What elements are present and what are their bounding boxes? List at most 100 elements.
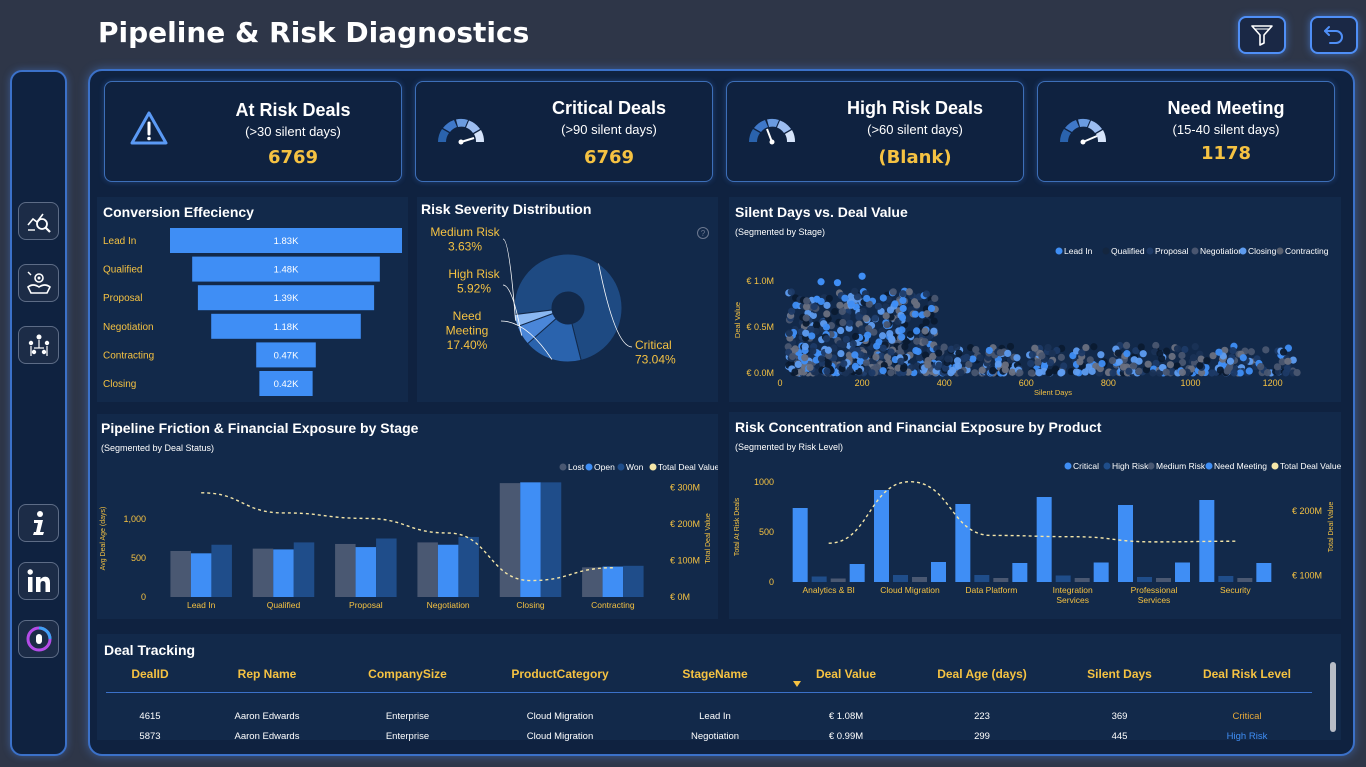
nav-info-button[interactable] — [18, 504, 59, 542]
svg-text:?: ? — [701, 229, 706, 238]
scatter-point — [976, 354, 984, 362]
scatter-point — [1289, 356, 1297, 364]
funnel-chart[interactable]: Lead In 1.83K Qualified 1.48K Proposal 1.39K N… — [97, 197, 408, 402]
column-header[interactable]: ProductCategory — [511, 667, 609, 681]
scatter-point — [1196, 362, 1204, 370]
nav-team-button[interactable] — [18, 326, 59, 364]
scatter-point — [1088, 367, 1096, 375]
nav-analysis-button[interactable] — [18, 202, 59, 240]
kpi-need-meeting[interactable]: Need Meeting (15-40 silent days) 1178 — [1037, 81, 1335, 182]
chart-search-icon — [26, 213, 51, 233]
scatter-point — [1109, 369, 1117, 377]
scatter-point — [841, 294, 849, 302]
column-header[interactable]: Deal Age (days) — [937, 667, 1027, 681]
back-button[interactable] — [1310, 16, 1358, 54]
table-scrollbar[interactable] — [1330, 662, 1336, 732]
funnel-bar — [170, 228, 402, 253]
scatter-point — [969, 355, 977, 363]
scatter-point — [906, 330, 914, 338]
donut-slice-label: Medium Risk — [430, 225, 500, 239]
kpi-title: Critical Deals — [551, 98, 667, 118]
scatter-point — [1004, 349, 1012, 357]
nav-deals-button[interactable] — [18, 264, 59, 302]
scatter-point — [941, 364, 950, 372]
scatter-point — [794, 360, 802, 369]
legend-label: Won — [626, 462, 644, 472]
bar — [499, 483, 521, 597]
help-icon[interactable]: ? — [696, 226, 710, 240]
y-axis-title: Avg Deal Age (days) — [100, 507, 107, 571]
scatter-point — [862, 314, 870, 323]
column-header[interactable]: StageName — [682, 667, 748, 681]
scatter-point — [809, 347, 817, 355]
kpi-title: At Risk Deals — [235, 100, 351, 120]
y-tick-label: 0 — [769, 577, 774, 587]
scatter-point — [905, 288, 913, 296]
donut-slice — [513, 253, 623, 361]
scatter-point — [808, 332, 816, 340]
scatter-point — [989, 366, 997, 375]
funnel-data-label: 0.47K — [274, 350, 299, 361]
legend-marker — [1055, 247, 1063, 255]
brand-logo-icon — [26, 626, 51, 652]
bar — [252, 548, 274, 597]
bar — [540, 482, 562, 597]
scatter-point — [845, 351, 854, 359]
scatter-point — [1132, 347, 1140, 355]
scatter-point — [807, 325, 815, 333]
scatter-point — [887, 335, 896, 343]
scatter-point — [1060, 362, 1068, 370]
cell-company-size: Enterprise — [385, 710, 430, 722]
scatter-point — [931, 294, 939, 303]
scatter-point — [879, 344, 887, 352]
scatter-chart[interactable]: Lead In Qualified Proposal Negotiation Closi… — [729, 197, 1341, 402]
scatter-point — [851, 287, 859, 295]
scatter-point — [873, 363, 881, 371]
donut-slice-label: 73.04% — [635, 353, 676, 367]
x-tick-label: Security — [1220, 585, 1251, 595]
y-tick-label: € 0.0M — [746, 368, 774, 378]
scatter-point — [1016, 369, 1024, 377]
scatter-point — [1273, 363, 1282, 371]
scatter-point — [853, 293, 862, 301]
bar — [931, 562, 946, 582]
scatter-point — [957, 369, 965, 377]
column-header[interactable]: Deal Risk Level — [1202, 667, 1292, 681]
column-header[interactable]: CompanySize — [368, 667, 447, 681]
legend-marker — [585, 463, 593, 471]
kpi-subtitle: (>60 silent days) — [867, 122, 963, 137]
column-header[interactable]: DealID — [131, 667, 169, 681]
filter-button[interactable] — [1238, 16, 1286, 54]
column-header[interactable]: Silent Days — [1087, 667, 1152, 681]
scatter-point — [823, 301, 831, 309]
scatter-point — [1197, 369, 1206, 377]
scatter-point — [911, 310, 919, 318]
scatter-point — [837, 326, 845, 335]
scatter-point — [935, 361, 943, 369]
kpi-at-risk-deals[interactable]: At Risk Deals (>30 silent days) 6769 — [104, 81, 402, 182]
cell-rep-name: Aaron Edwards — [234, 710, 300, 722]
scatter-point — [803, 297, 811, 305]
kpi-high-risk-deals[interactable]: High Risk Deals (>60 silent days) (Blank… — [726, 81, 1024, 182]
scatter-point — [813, 295, 821, 303]
sort-desc-icon[interactable] — [792, 680, 802, 688]
product-combo-chart[interactable]: Critical High Risk Medium Risk Need Meeting… — [729, 412, 1341, 619]
table-row[interactable]: 4615 Aaron Edwards Enterprise Cloud Migr… — [106, 706, 1312, 726]
friction-combo-chart[interactable]: Lost Open Won Total Deal Value 0 500 1,000 € 0M… — [97, 414, 718, 619]
nav-linkedin-button[interactable] — [18, 562, 59, 600]
column-header[interactable]: Rep Name — [237, 667, 297, 681]
column-header[interactable]: Deal Value — [815, 667, 877, 681]
legend-marker — [1271, 462, 1279, 470]
warning-icon — [130, 111, 168, 145]
bar — [1093, 562, 1109, 582]
nav-brand-button[interactable] — [18, 620, 59, 658]
gauge-icon — [437, 118, 485, 145]
bar — [893, 575, 908, 582]
table-row[interactable]: 5873 Aaron Edwards Enterprise Cloud Migr… — [106, 726, 1312, 746]
bar — [355, 547, 377, 597]
legend-marker — [1103, 462, 1111, 470]
scatter-point — [1158, 355, 1166, 363]
scatter-point — [899, 364, 908, 373]
kpi-critical-deals[interactable]: Critical Deals (>90 silent days) 6769 — [415, 81, 713, 182]
